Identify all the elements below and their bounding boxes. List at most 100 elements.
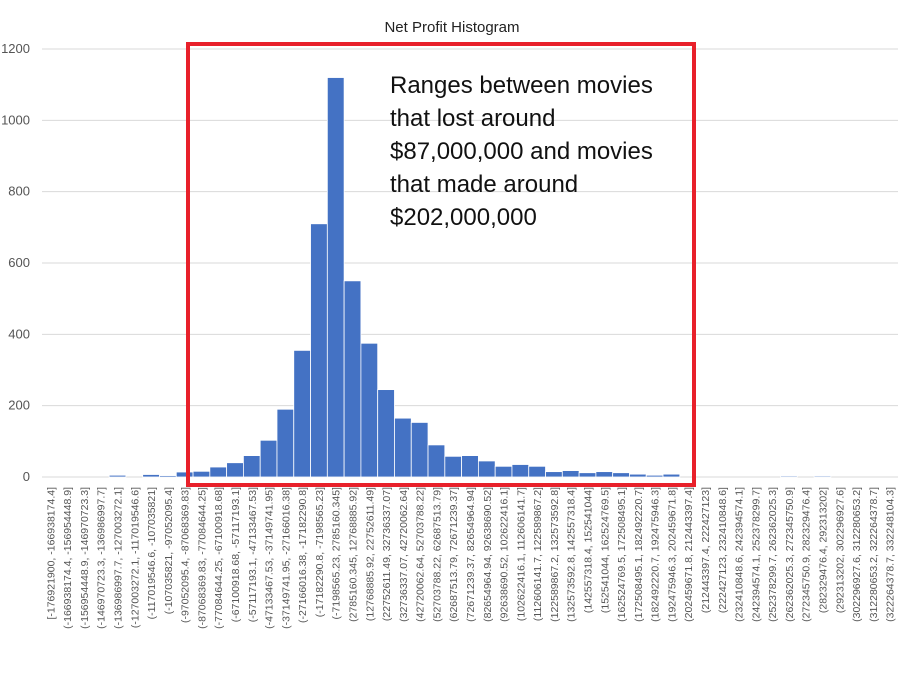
y-tick-label: 800	[8, 184, 30, 199]
histogram-bar	[243, 455, 261, 478]
histogram-bar	[209, 466, 228, 478]
annotation-line: that lost around	[390, 105, 555, 132]
x-tick-label: (302296927.6, 312280653.2]	[851, 487, 863, 622]
x-tick-label: (312280653.2, 322264378.7]	[868, 487, 880, 622]
histogram-bar	[561, 470, 580, 478]
histogram-bar	[645, 474, 664, 478]
histogram-bars	[108, 77, 832, 478]
x-tick-label: (-136986997.7, -127003272.1]	[113, 487, 125, 629]
x-tick-label: (112606141.7, 122589867.2]	[532, 487, 544, 621]
y-tick-label: 1200	[1, 41, 30, 56]
x-tick-label: (62687513.79, 72671239.37]	[448, 487, 460, 622]
histogram-bar	[326, 77, 345, 478]
x-tick-label: [-176921900, -166938174.4]	[45, 487, 57, 620]
x-tick-label: (262362025.3, 272345750.9]	[784, 487, 796, 622]
annotation-line: that made around	[390, 171, 578, 198]
x-tick-label: (72671239.37, 82654964.94]	[465, 487, 477, 622]
x-tick-label: (-166938174.4, -156954448.9]	[62, 487, 74, 629]
x-tick-label: (252378299.7, 262362025.3]	[767, 487, 779, 622]
x-tick-label: (12768885.92, 22752611.49]	[364, 487, 376, 621]
x-tick-label: (162524769.5, 172508495.1]	[616, 487, 628, 622]
histogram-bar	[108, 474, 127, 478]
histogram-bar	[595, 471, 614, 478]
x-tick-label: (232410848.6, 242394574.1]	[734, 487, 746, 622]
x-tick-label: (-127003272.1, -117019546.6]	[129, 487, 141, 628]
x-tick-label: (192475946.3, 202459671.8]	[666, 487, 678, 622]
x-tick-label: (2785160.345, 12768885.92]	[348, 487, 360, 622]
y-tick-label: 400	[8, 326, 30, 341]
x-tick-label: (282329476.4, 292313202]	[817, 487, 829, 613]
y-tick-label: 600	[8, 255, 30, 270]
x-tick-label: (-47133467.53, -37149741.95]	[264, 487, 276, 629]
histogram-bar	[461, 455, 479, 478]
histogram-bar	[259, 439, 278, 478]
histogram-bar	[494, 465, 513, 478]
x-tick-label: (322264378.7, 332248104.3]	[885, 487, 897, 622]
y-tick-label: 200	[8, 398, 30, 413]
histogram-bar	[310, 223, 328, 478]
x-tick-label: (-87068369.83, -77084644.25]	[196, 487, 208, 629]
histogram-bar	[226, 462, 244, 478]
histogram-bar	[578, 472, 597, 478]
annotation-line: Ranges between movies	[390, 72, 653, 99]
x-tick-label: (242394574.1, 252378299.7]	[750, 487, 762, 622]
x-tick-label: (-146970723.3, -136986997.7]	[96, 487, 108, 629]
x-axis-ticks: [-176921900, -166938174.4] (-166938174.4,…	[45, 487, 896, 629]
histogram-bar	[528, 465, 546, 478]
y-tick-label: 0	[23, 469, 30, 484]
x-tick-label: (292313202, 302296927.6]	[834, 487, 846, 613]
chart-title: Net Profit Histogram	[384, 19, 519, 36]
gridlines	[42, 48, 898, 478]
histogram-bar	[394, 417, 412, 478]
y-axis-ticks: 0 200 400 600 800 1000 1200	[1, 41, 30, 484]
histogram-bar	[410, 422, 429, 478]
x-tick-label: (122589867.2, 132573592.8]	[549, 487, 561, 622]
histogram-bar	[276, 408, 295, 478]
x-tick-label: (92638690.52, 102622416.1]	[499, 487, 511, 622]
x-tick-label: (42720062.64, 52703788.22]	[415, 487, 427, 622]
x-tick-label: (202459671.8, 212443397.4]	[683, 487, 695, 622]
annotation-line: $87,000,000 and movies	[390, 138, 653, 165]
x-tick-label: (-27166016.38, -17182290.8]	[297, 487, 309, 623]
x-tick-label: (272345750.9, 282329476.4]	[801, 487, 813, 622]
histogram-bar	[511, 464, 530, 478]
x-tick-label: (152541044, 162524769.5]	[599, 487, 611, 613]
histogram-bar	[629, 473, 647, 478]
x-tick-label: (212443397.4, 222427123]	[700, 487, 712, 613]
x-tick-label: (-117019546.6, -107035821]	[146, 487, 158, 619]
x-tick-label: (-7198565.23, 2785160.345]	[331, 487, 343, 620]
histogram-bar	[780, 475, 798, 478]
x-tick-label: (-156954448.9, -146970723.3]	[79, 487, 91, 629]
histogram-bar	[142, 474, 160, 478]
highlight-box	[186, 42, 696, 487]
x-tick-label: (-107035821, -97052095.4]	[163, 487, 175, 614]
histogram-bar	[293, 349, 311, 478]
x-tick-label: (102622416.1, 112606141.7]	[515, 487, 527, 621]
x-tick-label: (82654964.94, 92638690.52]	[482, 487, 494, 622]
x-tick-label: (-97052095.4, -87068369.83]	[180, 487, 192, 623]
x-tick-label: (-57117193.1, -47133467.53]	[247, 487, 259, 622]
x-tick-label: (-37149741.95, -27166016.38]	[280, 487, 292, 629]
y-tick-label: 1000	[1, 112, 30, 127]
histogram-bar	[477, 460, 496, 478]
histogram-bar	[662, 473, 681, 478]
histogram-bar	[343, 280, 362, 478]
x-tick-label: (132573592.8, 142557318.4]	[566, 487, 578, 622]
x-tick-label: (222427123, 232410848.6]	[717, 487, 729, 613]
x-tick-label: (-77084644.25, -67100918.68]	[213, 487, 225, 629]
histogram-bar	[175, 471, 194, 478]
annotation-text: Ranges between movies that lost around $…	[390, 72, 653, 231]
x-tick-label: (182492220.7, 192475946.3]	[650, 487, 662, 622]
histogram-bar	[427, 444, 446, 478]
x-tick-label: (-67100918.68, -57117193.1]	[230, 487, 242, 622]
histogram-bar	[192, 470, 211, 478]
histogram-bar	[813, 475, 832, 478]
histogram-bar	[360, 342, 379, 478]
x-tick-label: (-17182290.8, -7198565.23]	[314, 487, 326, 617]
histogram-bar	[545, 471, 563, 478]
histogram-bar	[159, 475, 177, 478]
x-tick-label: (22752611.49, 32736337.07]	[381, 487, 393, 621]
x-tick-label: (142557318.4, 152541044]	[582, 487, 594, 613]
x-tick-label: (52703788.22, 62687513.79]	[431, 487, 443, 622]
